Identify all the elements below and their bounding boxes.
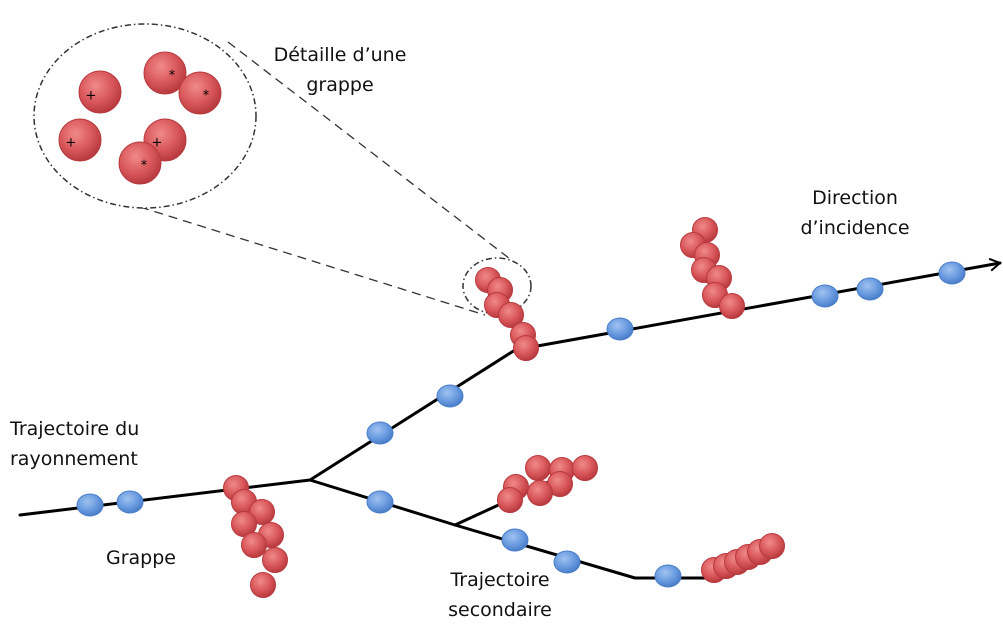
excitation-particle: [811, 284, 839, 308]
excitation-particle: [116, 490, 144, 514]
radiation-trajectory-label: Trajectoire du rayonnement: [10, 414, 139, 474]
star-sign: *: [141, 159, 148, 174]
magnified-cluster-marker: [462, 257, 532, 315]
excitation-particle: [76, 493, 104, 517]
ionization-particle: [525, 455, 551, 481]
radiation-trajectory-label-line1: Trajectoire du: [10, 418, 140, 440]
cluster-detail-label-line2: grappe: [306, 74, 374, 96]
cluster-detail-particle: [78, 70, 122, 114]
excitation-particle: [366, 421, 394, 445]
ionization-particle: [498, 302, 524, 328]
excitation-particle: [606, 317, 634, 341]
zoom-line-upper: [227, 41, 515, 263]
cluster-detail-particle: [118, 141, 162, 185]
excitation-particle: [938, 261, 966, 285]
cluster-detail-particles: + * * + + *: [58, 51, 222, 185]
plus-sign: +: [86, 89, 97, 104]
plus-sign: +: [66, 136, 77, 151]
primary-track-branch: [308, 257, 1002, 482]
excitation-particle: [654, 564, 682, 588]
cluster-detail-particle: [58, 118, 102, 162]
ionization-particle: [719, 293, 745, 319]
secondary-trajectory-label-line2: secondaire: [448, 599, 552, 621]
ionization-particle: [513, 335, 539, 361]
ionization-particle: [497, 487, 523, 513]
ionization-particle: [262, 547, 288, 573]
cluster-detail-particle: [178, 71, 222, 115]
excitation-particle: [436, 384, 464, 408]
ionization-clusters: [223, 217, 785, 598]
cluster-detail-label-line1: Détaille d’une: [273, 44, 407, 66]
ionization-particle: [249, 499, 275, 525]
excitation-particle: [856, 277, 884, 301]
incidence-direction-label-line1: Direction: [812, 187, 898, 209]
incidence-direction-label-line2: d’incidence: [800, 217, 910, 239]
incidence-direction-label: Direction d’incidence: [780, 183, 930, 243]
primary-track-lower: [18, 478, 312, 517]
excitation-particle: [501, 528, 529, 552]
plus-sign: +: [152, 136, 163, 151]
radiation-trajectory-label-line2: rayonnement: [10, 448, 138, 470]
zoom-line-lower: [139, 206, 486, 316]
cluster-detail-label: Détaille d’une grappe: [250, 40, 430, 100]
ionization-particle: [572, 455, 598, 481]
star-sign: *: [169, 69, 176, 84]
excitation-events: [76, 261, 966, 588]
ionization-particle: [759, 533, 785, 559]
excitation-particle: [553, 550, 581, 574]
ionization-particle: [231, 511, 257, 537]
cluster-detail-circle: [33, 23, 257, 209]
ionization-particle: [527, 480, 553, 506]
cluster-label: Grappe: [106, 547, 176, 569]
secondary-trajectory-label: Trajectoire secondaire: [425, 565, 575, 625]
star-sign: *: [203, 89, 210, 104]
secondary-trajectory-label-line1: Trajectoire: [450, 569, 550, 591]
ionization-particle: [241, 532, 267, 558]
ionization-particle: [250, 572, 276, 598]
cluster-detail-particle: [143, 51, 187, 95]
excitation-particle: [366, 490, 394, 514]
